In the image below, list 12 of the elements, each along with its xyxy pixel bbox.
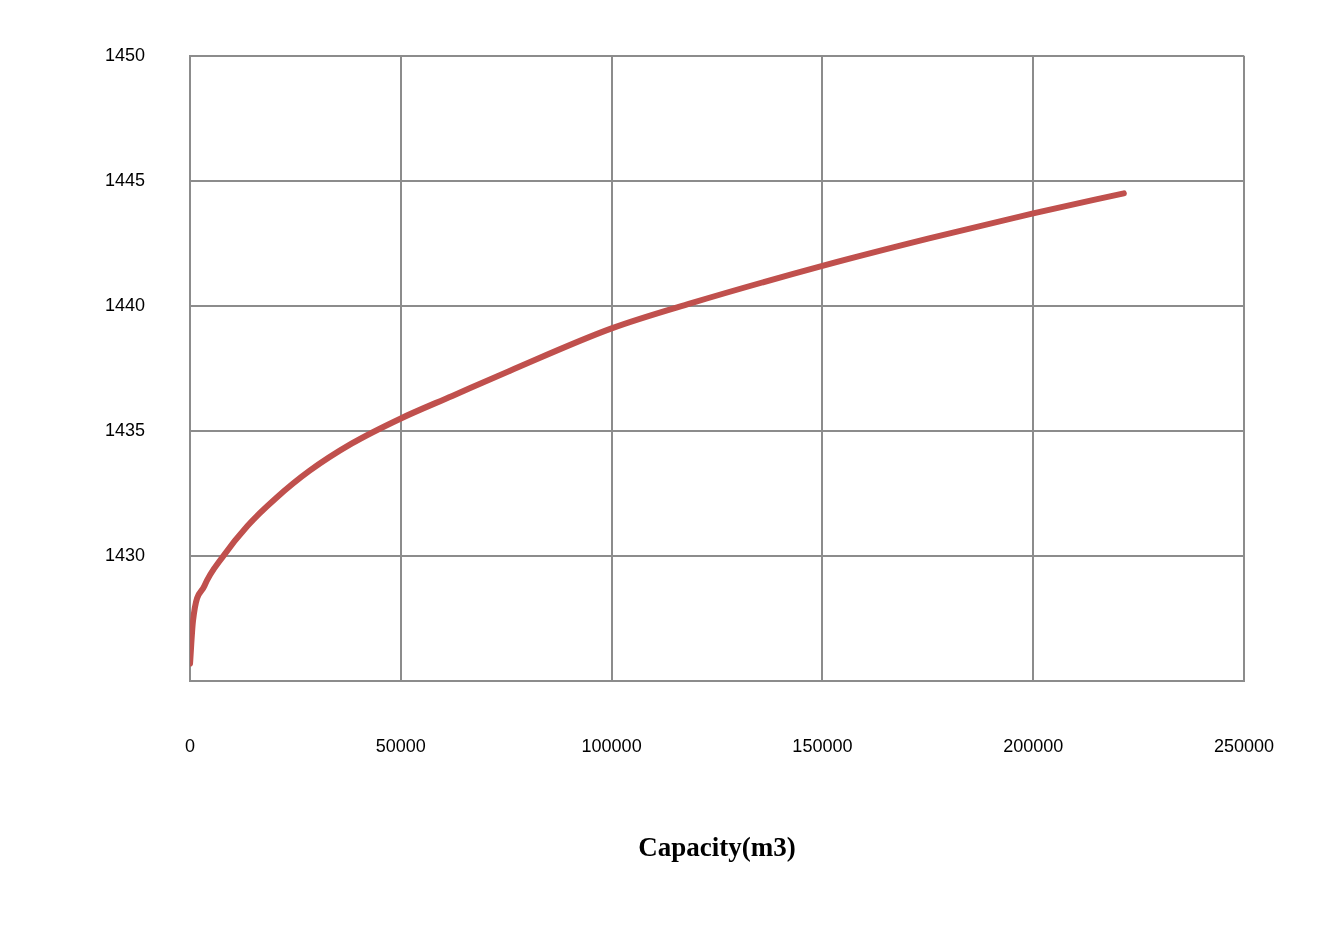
y-tick-label: 1450 — [105, 44, 146, 65]
x-tick-label: 150000 — [792, 735, 853, 756]
x-tick-label: 200000 — [1003, 735, 1064, 756]
y-tick-label: 1445 — [105, 169, 146, 190]
y-tick-label: 1440 — [105, 294, 146, 315]
x-axis-title: Capacity(m3) — [638, 831, 796, 862]
x-tick-label: 250000 — [1213, 735, 1275, 756]
y-tick-label: 1435 — [105, 419, 146, 440]
y-tick-label: 1430 — [105, 544, 146, 565]
x-tick-label: 50000 — [375, 735, 426, 756]
x-tick-label: 100000 — [581, 735, 642, 756]
x-tick-label: 0 — [185, 735, 196, 756]
